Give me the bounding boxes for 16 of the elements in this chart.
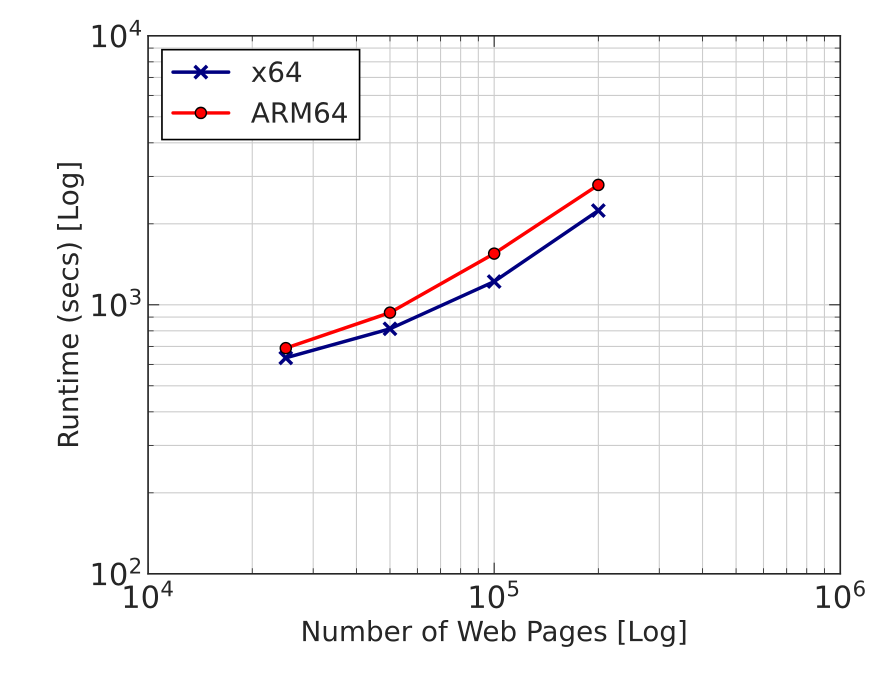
- x-tick-label: 10$^{5}$: [470, 580, 518, 608]
- point: [278, 350, 294, 366]
- point: [592, 178, 605, 192]
- point: [488, 247, 500, 260]
- legend-label: ARM64: [251, 102, 347, 124]
- y-tick-label: 10$^{3}$: [92, 288, 140, 317]
- point: [280, 342, 292, 354]
- point: [384, 306, 396, 319]
- y-tick-label: 10$^{4}$: [92, 20, 142, 48]
- y-axis-title: Runtime (secs) [Log]: [56, 163, 84, 446]
- x-tick-label: 10$^{6}$: [816, 580, 865, 608]
- legend-label: x64: [252, 61, 302, 82]
- point: [382, 320, 398, 337]
- x-axis-title: Number of Web Pages [Log]: [303, 620, 686, 647]
- point: [486, 274, 502, 290]
- point: [590, 202, 606, 219]
